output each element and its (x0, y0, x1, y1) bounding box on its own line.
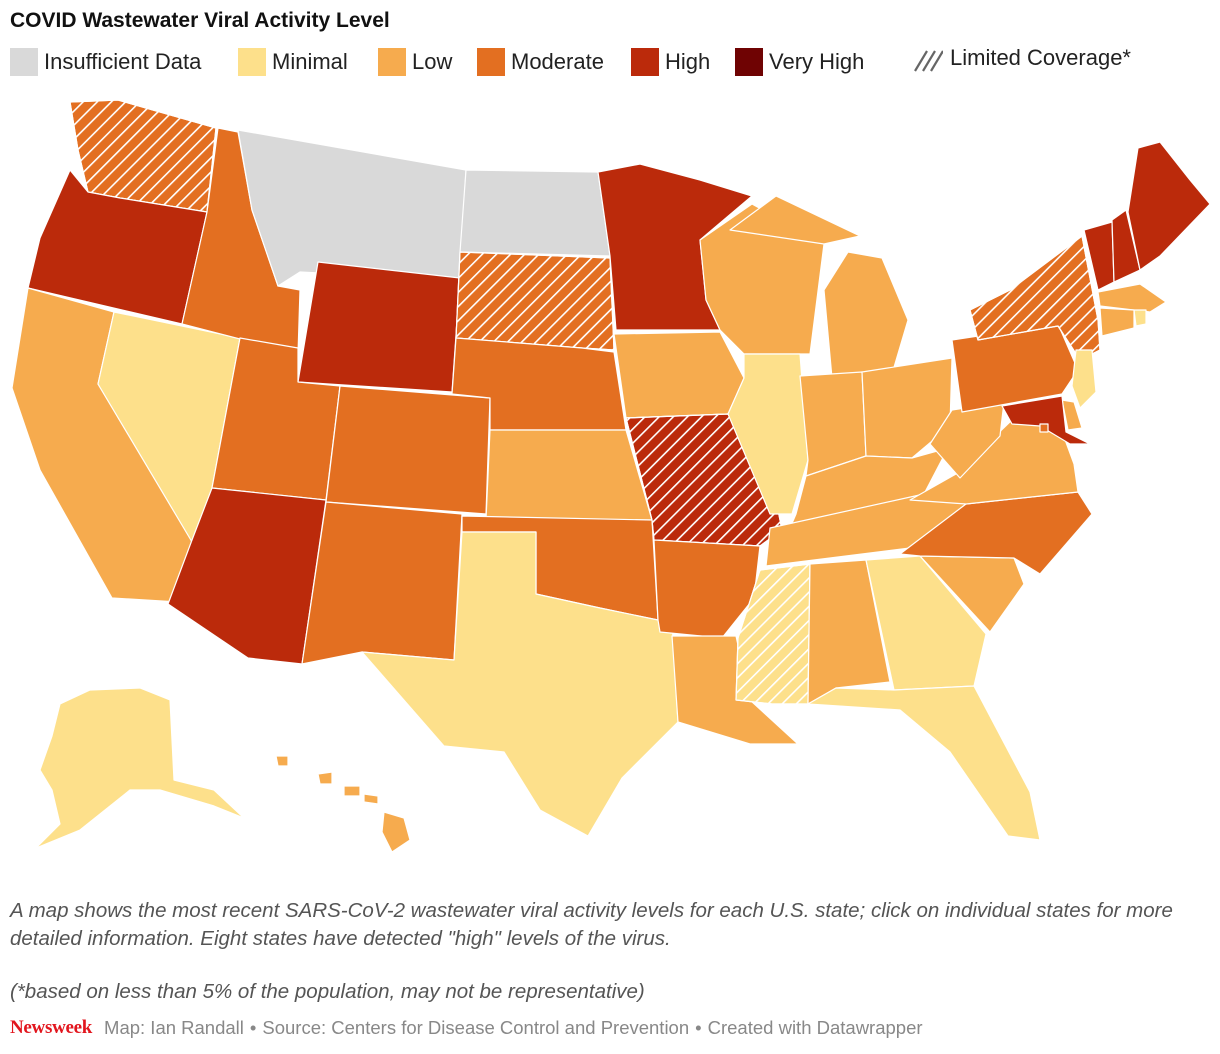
legend-label: Limited Coverage* (950, 45, 1131, 70)
legend-item-low: Low (378, 46, 452, 78)
state-ny[interactable] (969, 235, 1101, 361)
footer: Newsweek Map: Ian Randall • Source: Cent… (10, 1017, 923, 1039)
legend-swatch (735, 48, 763, 76)
state-co[interactable] (325, 385, 491, 515)
credit-tool: Created with Datawrapper (707, 1017, 923, 1038)
legend-label: Low (412, 49, 453, 74)
state-ms[interactable] (735, 563, 811, 705)
legend-swatch (238, 48, 266, 76)
state-al[interactable] (807, 559, 891, 705)
hatch-swatch-icon (914, 50, 943, 72)
state-il[interactable] (727, 353, 809, 515)
state-md[interactable] (1001, 395, 1091, 445)
limited-coverage-hatch (455, 251, 615, 351)
legend-item-minimal: Minimal (238, 46, 348, 78)
limited-coverage-hatch (969, 235, 1101, 361)
credit-map: Map: Ian Randall (104, 1017, 244, 1038)
legend-swatch (631, 48, 659, 76)
legend: Insufficient Data Minimal Low Moderate H… (10, 45, 1210, 78)
map-description: A map shows the most recent SARS-CoV-2 w… (10, 899, 1173, 950)
footnote: (*based on less than 5% of the populatio… (10, 980, 645, 1003)
state-wy[interactable] (297, 261, 461, 393)
legend-item-limited-coverage: Limited Coverage* (913, 42, 1131, 74)
legend-item-high: High (631, 46, 710, 78)
state-ks[interactable] (485, 429, 653, 521)
state-dc[interactable] (1039, 423, 1049, 433)
state-hi[interactable] (275, 755, 411, 853)
state-de[interactable] (1061, 399, 1083, 431)
separator-dot: • (695, 1017, 702, 1038)
state-nj[interactable] (1071, 349, 1097, 409)
credit-source: Source: Centers for Disease Control and … (262, 1017, 690, 1038)
legend-item-moderate: Moderate (477, 46, 604, 78)
legend-label: High (665, 49, 711, 74)
legend-label: Moderate (511, 49, 604, 74)
state-sd[interactable] (455, 251, 615, 351)
legend-swatch (378, 48, 406, 76)
chart-title: COVID Wastewater Viral Activity Level (10, 9, 390, 32)
us-map (0, 90, 1220, 870)
state-tx[interactable] (361, 531, 679, 837)
legend-swatch (10, 48, 38, 76)
legend-swatch (477, 48, 505, 76)
newsweek-logo[interactable]: Newsweek (10, 1017, 93, 1038)
legend-item-insufficient-data: Insufficient Data (10, 46, 201, 78)
state-ga[interactable] (865, 555, 987, 691)
state-ia[interactable] (613, 331, 745, 419)
legend-label: Minimal (272, 49, 348, 74)
legend-item-very-high: Very High (735, 46, 864, 78)
state-mt[interactable] (237, 129, 467, 287)
state-ri[interactable] (1133, 309, 1147, 327)
separator-dot: • (249, 1017, 257, 1038)
state-la[interactable] (671, 635, 799, 745)
state-ak[interactable] (35, 687, 245, 849)
state-ma[interactable] (1097, 283, 1167, 313)
us-map-svg (11, 99, 1211, 853)
state-nm[interactable] (301, 501, 463, 665)
state-nd[interactable] (459, 169, 611, 257)
state-fl[interactable] (807, 685, 1041, 841)
legend-label: Very High (769, 49, 865, 74)
state-ct[interactable] (1099, 307, 1135, 337)
legend-label: Insufficient Data (44, 49, 202, 74)
state-wv[interactable] (929, 401, 1005, 479)
state-me[interactable] (1127, 141, 1211, 271)
